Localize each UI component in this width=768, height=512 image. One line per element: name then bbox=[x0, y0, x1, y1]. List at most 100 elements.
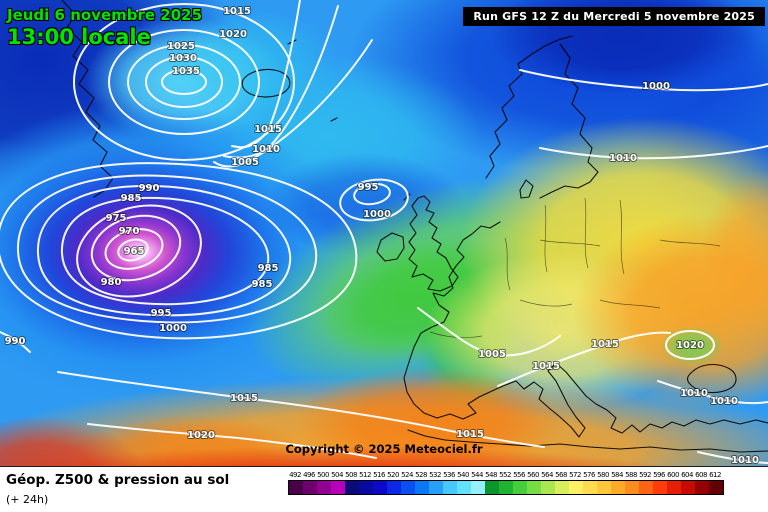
coastlines bbox=[61, 0, 768, 453]
isobar-label: 985 bbox=[258, 263, 279, 274]
scale-value: 588 bbox=[625, 471, 637, 479]
scale-value: 576 bbox=[583, 471, 595, 479]
scale-value: 552 bbox=[499, 471, 511, 479]
scale-value: 568 bbox=[555, 471, 567, 479]
isobar-label: 980 bbox=[101, 277, 122, 288]
isobar-label: 1015 bbox=[591, 339, 619, 350]
scale-value: 556 bbox=[513, 471, 525, 479]
scale-swatch bbox=[485, 481, 499, 494]
scale-value: 512 bbox=[359, 471, 371, 479]
scale-value: 600 bbox=[667, 471, 679, 479]
isobar-label: 1010 bbox=[609, 153, 637, 164]
isobar-label: 975 bbox=[106, 213, 127, 224]
isobar-label: 1020 bbox=[676, 340, 704, 351]
scale-swatch bbox=[415, 481, 429, 494]
isobar-label: 1000 bbox=[159, 323, 187, 334]
scale-swatch bbox=[667, 481, 681, 494]
scale-swatch bbox=[611, 481, 625, 494]
map-area: 1015 1020 1025 1030 1035 1015 1010 1005 995 1000 9… bbox=[0, 0, 768, 466]
isobar-label: 965 bbox=[124, 246, 145, 257]
scale-value: 520 bbox=[387, 471, 399, 479]
isobar-label: 1010 bbox=[252, 144, 280, 155]
scale-value: 580 bbox=[597, 471, 609, 479]
scale-swatch bbox=[625, 481, 639, 494]
scale-value: 536 bbox=[443, 471, 455, 479]
isobar-label: 990 bbox=[5, 336, 26, 347]
scale-value: 496 bbox=[303, 471, 315, 479]
scale-swatch bbox=[303, 481, 317, 494]
isobar-label: 1010 bbox=[680, 388, 708, 399]
forecast-date: Jeudi 6 novembre 2025 bbox=[7, 6, 203, 24]
scale-swatch bbox=[387, 481, 401, 494]
scale-swatch bbox=[555, 481, 569, 494]
isobar-label: 1020 bbox=[219, 29, 247, 40]
scale-value: 596 bbox=[653, 471, 665, 479]
isobar-label: 1000 bbox=[642, 81, 670, 92]
scale-value: 540 bbox=[457, 471, 469, 479]
isobar-label: 1010 bbox=[710, 396, 738, 407]
isobar-contours bbox=[0, 0, 768, 464]
scale-value: 492 bbox=[289, 471, 301, 479]
isobar-label: 985 bbox=[252, 279, 273, 290]
scale-value: 572 bbox=[569, 471, 581, 479]
isobar-label: 1030 bbox=[169, 53, 197, 64]
scale-swatch bbox=[345, 481, 359, 494]
isobar-label: 1035 bbox=[172, 66, 200, 77]
scale-swatch bbox=[457, 481, 471, 494]
color-scale-values: 492 496 500 504 508 512 516 520 524 528 532 536 540 5… bbox=[288, 471, 724, 480]
color-scale: 492 496 500 504 508 512 516 520 524 528 532 536 540 5… bbox=[288, 471, 724, 495]
scale-swatch bbox=[373, 481, 387, 494]
isobar-label: 1015 bbox=[456, 429, 484, 440]
scale-swatch bbox=[289, 481, 303, 494]
scale-value: 516 bbox=[373, 471, 385, 479]
scale-value: 564 bbox=[541, 471, 553, 479]
scale-value: 532 bbox=[429, 471, 441, 479]
geopotential-field bbox=[0, 0, 768, 466]
scale-swatch bbox=[401, 481, 415, 494]
scale-value: 528 bbox=[415, 471, 427, 479]
map-title: Géop. Z500 & pression au sol bbox=[6, 472, 230, 488]
scale-value: 504 bbox=[331, 471, 343, 479]
isobar-label: 1015 bbox=[230, 393, 258, 404]
scale-swatch bbox=[513, 481, 527, 494]
scale-swatch bbox=[331, 481, 345, 494]
isobar-label: 1015 bbox=[254, 124, 282, 135]
color-scale-swatches bbox=[288, 480, 724, 495]
scale-value: 608 bbox=[695, 471, 707, 479]
scale-swatch bbox=[639, 481, 653, 494]
isobar-label: 995 bbox=[358, 182, 379, 193]
isobar-label: 995 bbox=[151, 308, 172, 319]
scale-swatch bbox=[499, 481, 513, 494]
country-borders bbox=[429, 197, 721, 338]
scale-swatch bbox=[527, 481, 541, 494]
scale-value: 500 bbox=[317, 471, 329, 479]
lead-time: (+ 24h) bbox=[6, 493, 49, 506]
scale-swatch bbox=[597, 481, 611, 494]
scale-value: 560 bbox=[527, 471, 539, 479]
isobar-label: 1005 bbox=[231, 157, 259, 168]
isobar-label: 1015 bbox=[532, 361, 560, 372]
scale-swatch bbox=[471, 481, 485, 494]
isobar-label: 1015 bbox=[223, 6, 251, 17]
forecast-time: 13:00 locale bbox=[7, 25, 151, 49]
scale-swatch bbox=[681, 481, 695, 494]
scale-value: 508 bbox=[345, 471, 357, 479]
scale-swatch bbox=[709, 481, 723, 494]
scale-value: 612 bbox=[709, 471, 721, 479]
scale-swatch bbox=[653, 481, 667, 494]
scale-swatch bbox=[429, 481, 443, 494]
scale-value: 524 bbox=[401, 471, 413, 479]
scale-value: 544 bbox=[471, 471, 483, 479]
scale-swatch bbox=[359, 481, 373, 494]
isobar-label: 985 bbox=[121, 193, 142, 204]
scale-swatch bbox=[569, 481, 583, 494]
footer-bar: Géop. Z500 & pression au sol (+ 24h) 492… bbox=[0, 466, 768, 512]
scale-swatch bbox=[541, 481, 555, 494]
scale-swatch bbox=[695, 481, 709, 494]
scale-value: 548 bbox=[485, 471, 497, 479]
run-info: Run GFS 12 Z du Mercredi 5 novembre 2025 bbox=[463, 7, 765, 26]
isobar-label: 970 bbox=[119, 226, 140, 237]
scale-value: 604 bbox=[681, 471, 693, 479]
isobar-label: 1020 bbox=[187, 430, 215, 441]
